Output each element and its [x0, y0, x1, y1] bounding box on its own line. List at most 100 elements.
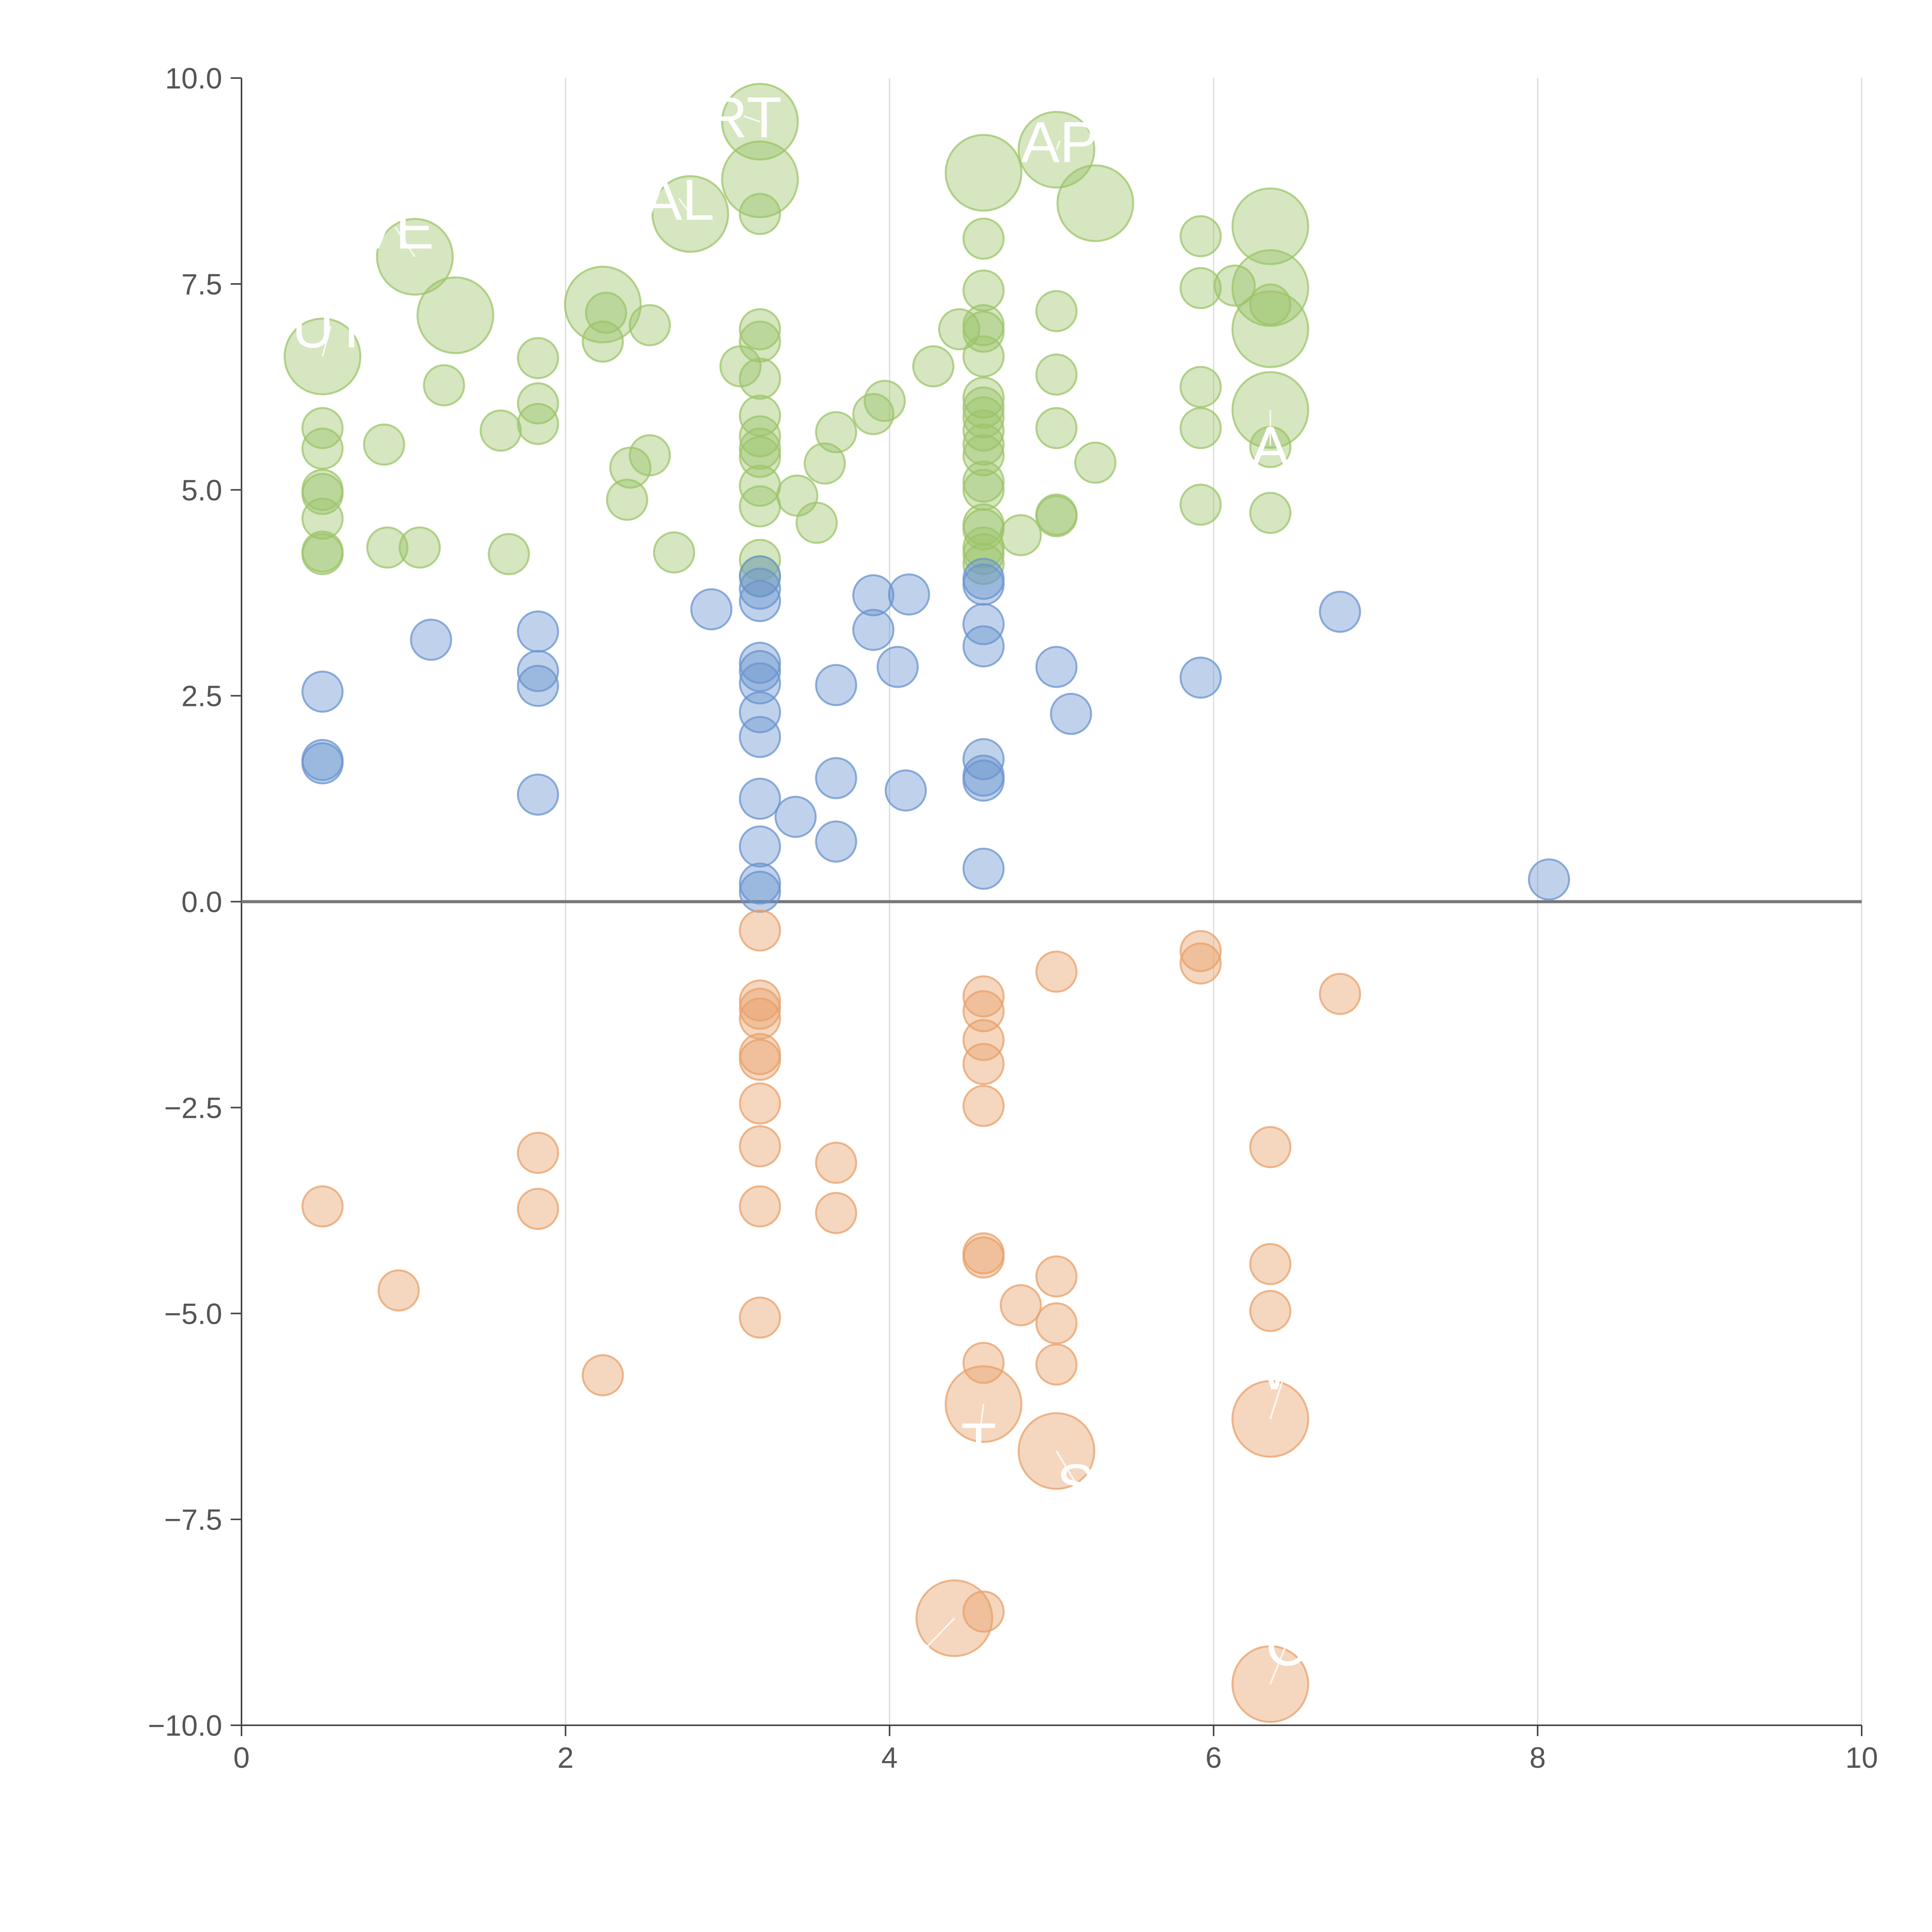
orange-bubble	[739, 1185, 781, 1228]
green-bubble	[962, 409, 1005, 452]
green-bubble	[1231, 290, 1310, 368]
green-bubble	[739, 357, 781, 400]
green-bubble	[864, 380, 906, 422]
x-tick-label: 0	[233, 1742, 250, 1774]
orange-bubble	[815, 1141, 857, 1184]
green-bubble	[1035, 353, 1078, 396]
y-tick-label: −7.5	[164, 1503, 222, 1536]
green-bubble	[301, 497, 344, 540]
blue-bubble	[815, 820, 857, 863]
label-leader-line	[321, 326, 332, 357]
y-tick-label: 2.5	[181, 680, 222, 713]
y-tick-label: −5.0	[164, 1298, 222, 1330]
green-bubble	[653, 531, 696, 574]
orange-bubble	[1249, 1290, 1292, 1332]
label-leader-line	[678, 198, 691, 214]
x-tick-label: 2	[557, 1742, 573, 1774]
orange-bubble	[301, 1185, 344, 1228]
green-bubble	[852, 393, 895, 435]
blue-bubble	[739, 662, 781, 705]
green-bubble	[1179, 483, 1222, 526]
blue-bubble	[739, 568, 781, 610]
green-bubble	[1179, 407, 1222, 449]
green-bubble	[815, 411, 857, 454]
blue-bubble	[739, 650, 781, 692]
blue-bubble	[815, 757, 857, 799]
green-bubble	[1035, 290, 1078, 332]
orange-bubble	[1249, 1126, 1292, 1168]
green-bubble	[739, 320, 781, 363]
blue-bubble	[962, 603, 1005, 645]
blue-bubble	[739, 691, 781, 733]
orange-bubble	[962, 990, 1005, 1032]
green-bubble	[301, 473, 344, 515]
green-bubble	[488, 533, 530, 575]
bubble-label: G	[891, 1629, 937, 1694]
green-bubble	[1056, 164, 1134, 242]
blue-bubble	[1528, 858, 1570, 901]
y-tick-label: 0.0	[181, 886, 222, 919]
bubble-label: RT	[706, 85, 782, 150]
label-leader-line	[395, 227, 416, 257]
orange-bubble	[815, 1192, 857, 1234]
green-bubble	[1179, 366, 1222, 408]
label-leader-line	[743, 115, 760, 122]
green-bubble	[1249, 283, 1292, 326]
bubble-label: W	[1259, 1337, 1314, 1401]
green-bubble	[480, 409, 522, 452]
blue-bubble	[884, 769, 927, 812]
x-tick-label: 10	[1845, 1742, 1878, 1774]
orange-bubble	[517, 1188, 559, 1230]
green-bubble	[739, 485, 781, 527]
blue-bubble	[1319, 590, 1361, 633]
green-bubble	[416, 276, 494, 354]
orange-bubble	[962, 1019, 1005, 1061]
label-leader-line	[1269, 1367, 1287, 1419]
green-bubble	[1074, 441, 1117, 484]
green-bubble	[739, 193, 781, 235]
green-bubble	[1000, 514, 1042, 556]
blue-bubble	[301, 670, 344, 713]
orange-bubble	[1035, 1255, 1078, 1298]
blue-bubble	[774, 796, 817, 838]
blue-bubble	[517, 650, 559, 692]
blue-bubble	[739, 871, 781, 913]
green-bubble	[585, 291, 627, 334]
orange-bubble	[378, 1269, 420, 1312]
green-bubble	[1179, 215, 1222, 257]
blue-bubble	[410, 619, 452, 661]
x-tick-label: 8	[1529, 1742, 1546, 1774]
blue-bubble	[888, 573, 930, 616]
y-tick-label: 5.0	[181, 474, 222, 507]
green-bubble	[517, 337, 559, 379]
bubble-label: T	[961, 1411, 997, 1476]
blue-bubble	[301, 742, 344, 784]
green-bubble	[606, 478, 648, 521]
green-bubble	[962, 269, 1005, 312]
blue-bubble	[690, 588, 733, 631]
bubble-label: AL	[643, 167, 714, 232]
orange-bubble	[739, 997, 781, 1040]
orange-bubble	[1179, 942, 1222, 985]
orange-bubble	[962, 1085, 1005, 1127]
label-leader-line	[1056, 140, 1061, 150]
orange-bubble	[962, 975, 1005, 1018]
blue-bubble	[739, 555, 781, 598]
blue-bubble	[739, 580, 781, 622]
bubble-label: UT	[292, 295, 369, 360]
orange-bubble	[1319, 973, 1361, 1015]
blue-bubble	[852, 574, 895, 617]
label-leader-line	[1269, 1643, 1287, 1685]
blue-bubble	[815, 664, 857, 706]
bubble-label: VE	[357, 196, 434, 261]
ticks: 0 2 4 6 8 10 10.0 7.5 5.0 2.5 0.0 −2.5 −5.0 −7.5 −10.0	[148, 62, 1878, 1774]
green-bubble	[962, 434, 1005, 476]
green-bubble	[564, 265, 642, 344]
orange-bubble	[739, 1125, 781, 1168]
green-bubble	[962, 423, 1005, 466]
y-tick-label: 7.5	[181, 268, 222, 301]
orange-bubble	[1035, 1302, 1078, 1345]
green-bubble	[962, 508, 1005, 551]
green-bubble	[629, 434, 671, 476]
bubble-label: C	[1265, 1612, 1307, 1677]
